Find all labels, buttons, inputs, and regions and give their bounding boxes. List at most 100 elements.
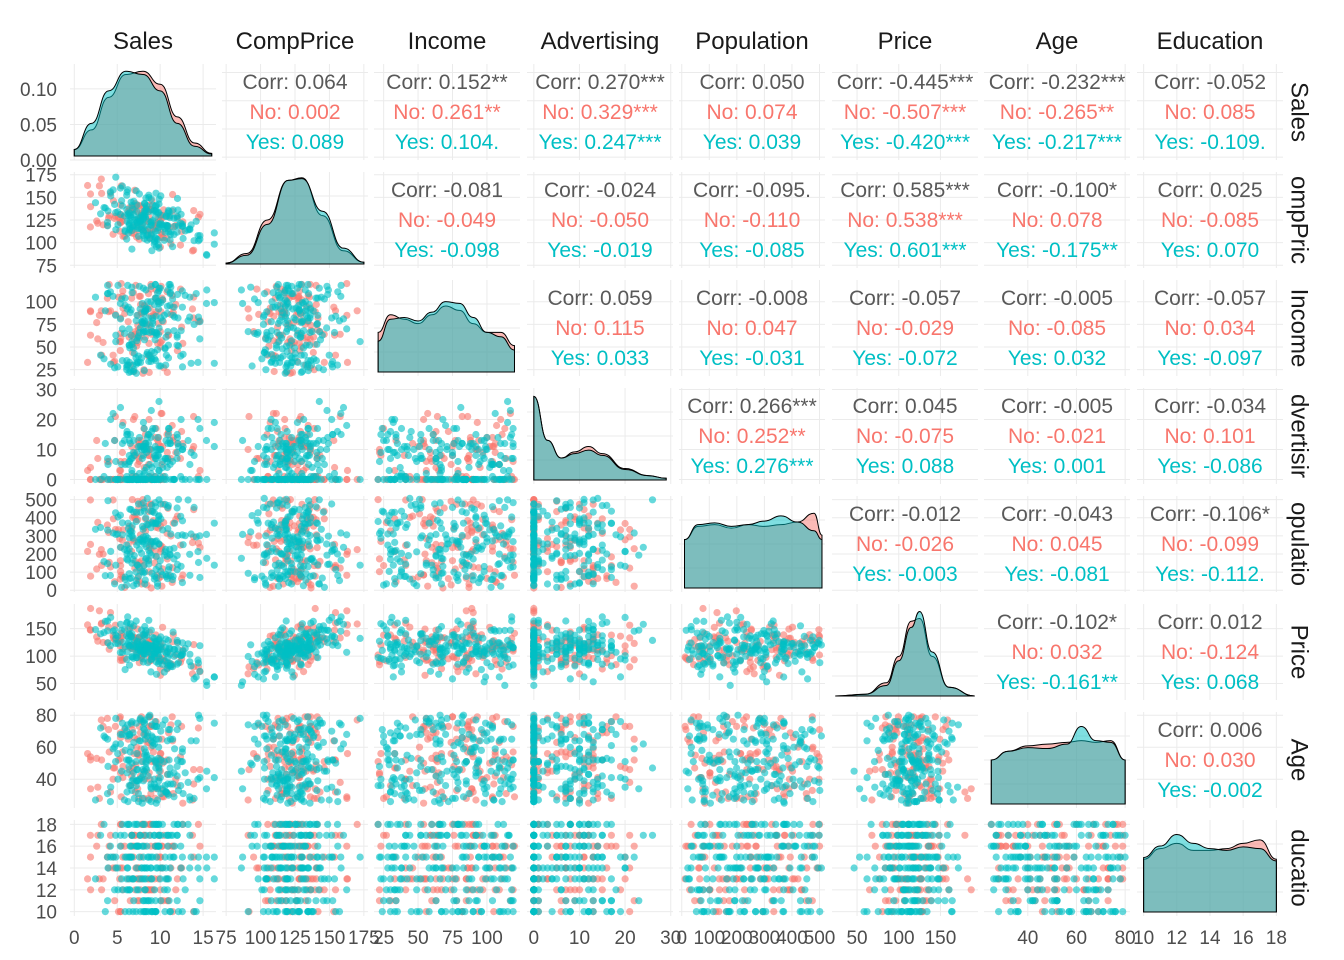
scatter-income-vs-compprice [237, 280, 364, 377]
scatter-point-yes [155, 305, 163, 313]
scatter-point-yes [309, 307, 317, 315]
scatter-point-yes [169, 457, 177, 466]
scatter-point-yes [169, 628, 177, 636]
scatter-point-yes [128, 528, 136, 536]
scatter-point-no [630, 545, 638, 553]
scatter-point-yes [389, 530, 397, 538]
scatter-point-yes [459, 550, 468, 558]
scatter-point-yes [480, 530, 488, 539]
scatter-point-yes [432, 551, 440, 560]
scatter-point-yes [594, 639, 602, 647]
scatter-point-yes [314, 294, 322, 302]
scatter-point-yes [287, 642, 295, 650]
scatter-point-no [135, 292, 143, 300]
scatter-point-yes [150, 653, 158, 661]
scatter-point-no [245, 412, 253, 421]
scatter-point-no [106, 307, 115, 315]
scatter-point-yes [457, 403, 465, 412]
scatter-point-yes [142, 205, 150, 213]
scatter-point-yes [495, 497, 503, 505]
scatter-point-yes [148, 427, 156, 436]
scatter-point-yes [179, 350, 187, 358]
scatter-point-yes [114, 281, 122, 289]
scatter-point-yes [171, 222, 179, 230]
scatter-point-yes [164, 430, 172, 439]
scatter-point-yes [386, 618, 395, 626]
scatter-point-yes [607, 507, 616, 515]
scatter-point-yes [304, 424, 312, 433]
scatter-point-no [86, 496, 94, 504]
scatter-point-yes [320, 460, 328, 469]
scatter-point-yes [167, 283, 175, 291]
scatter-point-yes [239, 299, 247, 308]
scatter-point-yes [247, 283, 255, 291]
scatter-point-yes [334, 475, 342, 484]
scatter-point-yes [382, 626, 390, 634]
scatter-point-yes [147, 323, 155, 331]
scatter-point-yes [413, 548, 421, 556]
mark-layer [73, 70, 1277, 916]
scatter-point-yes [314, 561, 322, 569]
scatter-point-yes [454, 436, 462, 445]
scatter-point-yes [97, 475, 105, 484]
scatter-point-yes [151, 280, 159, 289]
scatter-point-yes [475, 445, 483, 454]
scatter-point-yes [410, 445, 418, 454]
scatter-point-yes [152, 357, 160, 365]
scatter-point-yes [413, 475, 421, 484]
scatter-point-yes [465, 664, 473, 672]
scatter-point-yes [162, 545, 170, 554]
scatter-point-yes [356, 561, 364, 569]
scatter-point-yes [457, 620, 465, 628]
scatter-point-no [621, 519, 629, 528]
scatter-point-yes [157, 362, 165, 370]
scatter-point-yes [425, 519, 433, 527]
scatter-point-no [313, 544, 321, 552]
scatter-point-yes [483, 538, 491, 546]
scatter-point-yes [475, 460, 483, 469]
scatter-point-yes [184, 640, 192, 648]
scatter-point-yes [127, 620, 135, 628]
scatter-point-yes [194, 358, 202, 366]
scatter-point-yes [480, 475, 488, 484]
scatter-point-yes [121, 301, 129, 309]
scatter-point-no [288, 368, 297, 376]
scatter-point-yes [472, 643, 480, 651]
scatter-point-yes [575, 520, 584, 529]
scatter-point-yes [304, 640, 312, 649]
scatter-point-yes [166, 236, 174, 244]
scatter-point-yes [134, 352, 143, 360]
scatter-point-yes [509, 538, 517, 546]
scatter-point-yes [530, 627, 538, 635]
scatter-point-yes [111, 200, 119, 208]
scatter-point-yes [343, 325, 351, 333]
scatter-point-yes [268, 433, 276, 442]
scatter-point-yes [171, 645, 179, 654]
scatter-point-yes [158, 317, 166, 325]
scatter-point-yes [302, 341, 310, 349]
scatter-point-no [353, 620, 361, 628]
scatter-point-yes [429, 436, 437, 445]
scatter-point-yes [164, 209, 172, 217]
scatter-point-yes [147, 540, 155, 548]
scatter-point-yes [435, 436, 443, 445]
scatter-point-yes [184, 496, 192, 504]
scatter-point-no [196, 210, 204, 218]
scatter-point-yes [334, 642, 342, 650]
scatter-point-yes [530, 540, 538, 548]
scatter-point-yes [127, 331, 135, 339]
scatter-point-yes [575, 655, 584, 664]
scatter-point-yes [254, 442, 262, 451]
scatter-point-yes [298, 318, 307, 326]
scatter-point-yes [128, 245, 136, 253]
scatter-point-yes [128, 466, 136, 475]
scatter-point-yes [589, 508, 597, 516]
scatter-point-yes [297, 457, 305, 466]
scatter-point-no [118, 536, 126, 544]
scatter-point-yes [164, 424, 173, 433]
scatter-point-yes [377, 448, 385, 457]
scatter-point-yes [282, 328, 290, 336]
scatter-point-yes [328, 415, 336, 424]
scatter-point-yes [91, 199, 100, 207]
scatter-point-yes [337, 529, 345, 537]
